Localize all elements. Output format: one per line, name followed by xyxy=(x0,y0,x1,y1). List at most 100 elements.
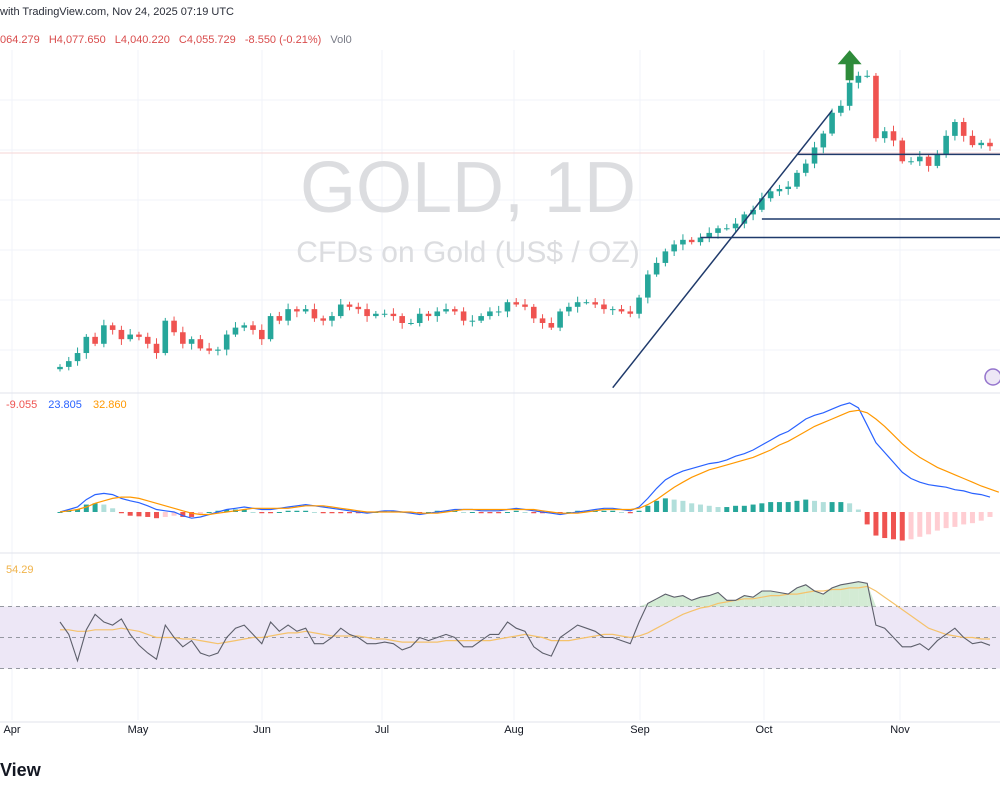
macd-histogram-bar xyxy=(162,512,168,517)
candle xyxy=(829,112,835,134)
candle xyxy=(662,251,669,263)
rsi-line xyxy=(59,581,991,663)
macd-histogram-bar xyxy=(899,512,905,541)
macd-histogram-bar xyxy=(601,510,607,512)
brand-logo-text: View xyxy=(0,760,41,780)
candle xyxy=(83,336,90,354)
candle xyxy=(688,239,695,243)
macd-histogram-bar xyxy=(338,512,344,514)
candle xyxy=(794,172,800,187)
candle xyxy=(715,228,721,233)
high-value: H4,077.650 xyxy=(48,34,106,46)
candle xyxy=(864,75,870,77)
candle xyxy=(381,313,388,315)
macd-histogram-bar xyxy=(917,512,923,537)
macd-histogram-bar xyxy=(434,510,440,512)
macd-histogram-bar xyxy=(189,512,195,517)
candle xyxy=(180,332,186,344)
rsi-overbought-fill xyxy=(770,591,780,607)
rsi-ma-value: 54.29 xyxy=(6,564,34,576)
candle xyxy=(987,142,993,147)
macd-histogram-bar xyxy=(952,512,958,527)
macd-histogram-bar xyxy=(943,512,949,529)
candle xyxy=(355,306,362,310)
candle xyxy=(908,161,914,163)
macd-histogram-bar xyxy=(461,512,467,513)
macd-histogram-bar xyxy=(154,512,160,519)
candle xyxy=(943,135,949,155)
candle xyxy=(399,316,405,323)
candle xyxy=(434,311,441,317)
candle xyxy=(118,329,125,340)
candle xyxy=(250,325,256,330)
macd-histogram-bar xyxy=(206,512,212,513)
candle xyxy=(329,316,335,321)
x-axis: Apr May Jun Jul Aug Sep Oct Nov xyxy=(3,724,910,736)
candle xyxy=(838,105,844,113)
macd-histogram-bar xyxy=(347,512,353,514)
up-arrow-icon xyxy=(837,50,862,81)
candle xyxy=(302,309,309,312)
candle xyxy=(487,311,493,317)
macd-histogram-bar xyxy=(469,512,475,513)
rsi-overbought-fill xyxy=(858,581,868,607)
candle xyxy=(548,323,555,328)
rsi-overbought-fill xyxy=(682,595,692,607)
macd-histogram-bar xyxy=(259,512,265,514)
rsi-overbought-fill xyxy=(796,584,806,607)
candle xyxy=(732,223,739,229)
candle xyxy=(785,186,792,189)
candle xyxy=(583,302,590,304)
macd-histogram-bar xyxy=(882,512,888,539)
rsi-overbought-fill xyxy=(814,591,824,607)
macd-histogram-bar xyxy=(224,509,230,512)
candle xyxy=(267,316,274,340)
candle xyxy=(776,189,783,192)
candle xyxy=(469,320,476,322)
open-value: 064.279 xyxy=(0,34,40,46)
macd-histogram-bar xyxy=(803,499,809,512)
macd-histogram-bar xyxy=(926,512,932,535)
candle xyxy=(741,214,748,224)
macd-histogram-bar xyxy=(276,512,282,513)
macd-histogram-bar xyxy=(750,504,756,512)
macd-histogram-bar xyxy=(575,510,581,512)
macd-histogram-bar xyxy=(680,500,686,512)
candle xyxy=(899,140,906,162)
candle xyxy=(706,232,713,238)
candle xyxy=(443,309,449,312)
candle xyxy=(478,316,484,321)
macd-histogram-bar xyxy=(812,500,818,512)
x-tick-label: Nov xyxy=(890,724,910,736)
candle xyxy=(258,329,265,340)
candle xyxy=(680,239,686,245)
macd-histogram-bar xyxy=(294,510,300,512)
attribution-line: with TradingView.com, Nov 24, 2025 07:19… xyxy=(0,6,234,18)
candle xyxy=(294,309,300,312)
macd-histogram-bar xyxy=(57,512,63,513)
macd-histogram-bar xyxy=(127,512,133,516)
macd-histogram-bar xyxy=(715,507,721,512)
macd-histogram-bar xyxy=(566,512,572,513)
candle xyxy=(873,75,879,139)
candle xyxy=(223,334,230,350)
x-tick-label: Jun xyxy=(253,724,271,736)
candle xyxy=(881,131,888,139)
candle xyxy=(346,304,353,307)
candle xyxy=(759,198,765,210)
rsi-overbought-fill xyxy=(735,595,745,607)
rsi-overbought-fill xyxy=(840,583,850,607)
candle xyxy=(320,318,327,321)
candle xyxy=(144,336,151,344)
candle xyxy=(645,274,651,298)
macd-histogram-bar xyxy=(741,505,747,512)
candle xyxy=(74,353,81,362)
macd-histogram-bar xyxy=(610,510,616,512)
candle xyxy=(390,313,397,317)
candle xyxy=(811,147,818,164)
candle xyxy=(653,262,660,275)
candle xyxy=(276,316,283,321)
macd-histogram-bar xyxy=(355,512,361,514)
candle xyxy=(574,302,581,307)
